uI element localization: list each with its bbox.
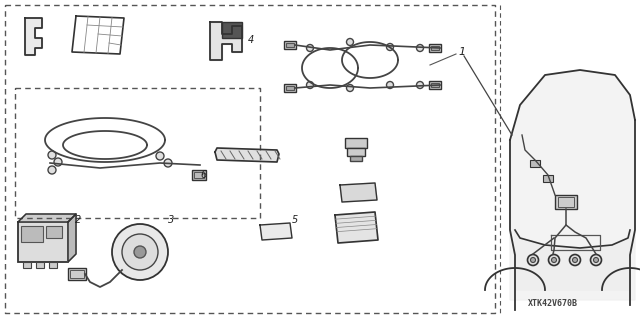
Bar (18, 222, 68, 262)
Bar (194, 172, 204, 178)
Bar (70, 270, 84, 278)
Circle shape (307, 44, 314, 51)
Bar (543, 175, 553, 182)
Circle shape (593, 257, 598, 263)
Bar (68, 268, 86, 280)
Bar (429, 44, 441, 52)
Circle shape (54, 158, 62, 166)
Bar (558, 197, 574, 207)
Bar (350, 156, 362, 161)
Circle shape (570, 255, 580, 265)
Circle shape (387, 81, 394, 88)
Bar (286, 86, 294, 90)
Polygon shape (510, 70, 635, 300)
Text: 3: 3 (168, 215, 174, 225)
Circle shape (134, 246, 146, 258)
Bar (345, 138, 367, 148)
Bar (46, 226, 62, 238)
Circle shape (417, 44, 424, 51)
Bar (431, 83, 439, 87)
Bar (347, 148, 365, 156)
Circle shape (48, 166, 56, 174)
Circle shape (164, 159, 172, 167)
Text: 1: 1 (458, 47, 465, 57)
Bar (23, 262, 31, 268)
Bar (49, 262, 57, 268)
Polygon shape (18, 214, 76, 222)
Circle shape (346, 85, 353, 92)
Bar (21, 226, 43, 242)
Circle shape (527, 255, 538, 265)
Bar (431, 46, 439, 50)
Polygon shape (25, 18, 42, 55)
Circle shape (307, 81, 314, 88)
Text: XTK42V670B: XTK42V670B (528, 299, 578, 308)
Circle shape (346, 39, 353, 46)
Polygon shape (210, 22, 242, 60)
Polygon shape (335, 212, 378, 243)
Circle shape (387, 43, 394, 50)
Bar (429, 81, 441, 89)
Bar (192, 170, 206, 180)
Circle shape (591, 255, 602, 265)
Circle shape (417, 81, 424, 88)
Circle shape (122, 234, 158, 270)
Polygon shape (335, 212, 378, 243)
Polygon shape (515, 230, 630, 290)
Polygon shape (340, 183, 377, 202)
Bar (36, 262, 44, 268)
Polygon shape (68, 214, 76, 262)
Text: 2: 2 (75, 215, 81, 225)
Bar (284, 41, 296, 49)
Circle shape (552, 257, 557, 263)
Text: 4: 4 (248, 35, 254, 45)
Polygon shape (260, 223, 292, 240)
Bar (222, 22, 242, 38)
Polygon shape (215, 148, 279, 162)
Polygon shape (340, 183, 377, 202)
Bar (530, 160, 540, 167)
Text: 6: 6 (200, 170, 206, 180)
Circle shape (531, 257, 536, 263)
Circle shape (573, 257, 577, 263)
Bar (555, 195, 577, 209)
Bar (286, 43, 294, 47)
Circle shape (48, 151, 56, 159)
Text: 5: 5 (292, 215, 298, 225)
Bar (284, 84, 296, 92)
Circle shape (112, 224, 168, 280)
Circle shape (548, 255, 559, 265)
Circle shape (156, 152, 164, 160)
